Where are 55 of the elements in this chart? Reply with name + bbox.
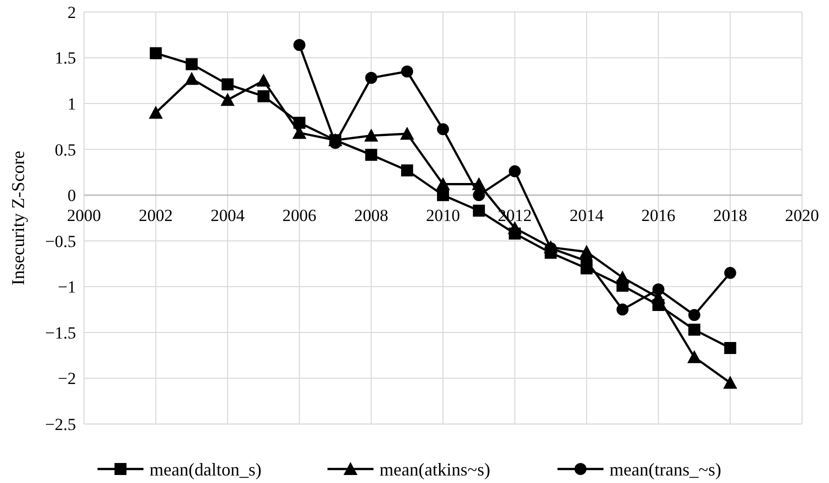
point (688, 309, 700, 322)
point (401, 164, 414, 176)
legend-label: mean(trans_~s) (610, 459, 722, 480)
point (436, 177, 450, 190)
x-tick-label: 2018 (713, 206, 748, 226)
x-tick-label: 2000 (67, 206, 101, 226)
y-tick-label: −2 (58, 369, 76, 388)
point (365, 72, 378, 84)
point (186, 58, 198, 70)
y-tick-label: −2.5 (45, 414, 76, 434)
y-tick-label: 2 (68, 2, 76, 22)
point (616, 270, 630, 284)
point (293, 38, 306, 51)
point (724, 342, 736, 354)
y-tick-label: −1.5 (45, 323, 76, 342)
y-tick-label: 0.5 (54, 140, 76, 160)
point (508, 165, 521, 178)
x-tick-label: 2002 (138, 206, 173, 226)
point (723, 376, 738, 389)
x-tick-label: 2016 (641, 206, 676, 226)
point (472, 204, 485, 217)
point (472, 189, 485, 202)
x-tick-label: 2006 (282, 206, 316, 226)
point (401, 66, 414, 78)
x-tick-label: 2014 (570, 206, 604, 226)
point (148, 106, 163, 119)
point (258, 90, 270, 102)
x-tick-label: 2020 (785, 206, 819, 226)
point (687, 350, 702, 364)
x-tick-label: 2010 (426, 206, 460, 226)
legend-label: mean(atkins~s) (380, 459, 490, 480)
point (256, 74, 270, 87)
point (437, 189, 449, 202)
y-tick-label: 0 (68, 186, 76, 206)
y-axis-title: Insecurity Z-Score (8, 150, 28, 286)
point (724, 266, 736, 279)
x-tick-label: 2008 (354, 206, 388, 226)
x-tick-label: 2004 (210, 206, 246, 226)
legend-label: mean(dalton_s) (150, 459, 262, 480)
point (400, 126, 414, 140)
point (220, 92, 235, 106)
y-tick-label: 1 (68, 94, 76, 114)
point (437, 123, 449, 136)
point (184, 72, 199, 85)
point (364, 128, 378, 142)
point (652, 283, 664, 296)
y-tick-label: 1.5 (54, 48, 76, 68)
y-tick-label: −0.5 (45, 232, 76, 251)
point (365, 148, 378, 161)
y-tick-label: −1 (58, 278, 76, 297)
point (616, 304, 628, 316)
point (222, 78, 234, 90)
point (508, 221, 522, 234)
point (150, 47, 162, 60)
point (688, 324, 700, 336)
